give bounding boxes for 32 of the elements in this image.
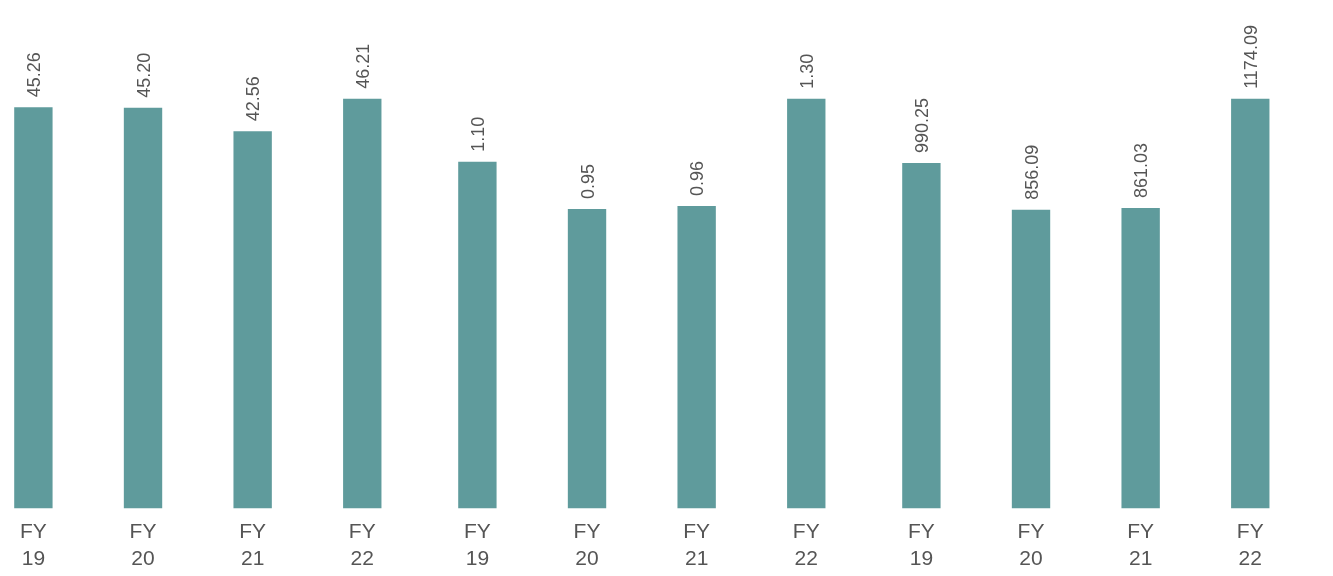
bar bbox=[567, 209, 607, 509]
bar bbox=[677, 205, 716, 509]
x-tick-label: FY 22 bbox=[348, 518, 376, 570]
data-label: 990.25 bbox=[911, 97, 932, 153]
bar bbox=[1011, 209, 1051, 509]
data-label: 0.95 bbox=[577, 164, 598, 200]
data-label: 45.20 bbox=[133, 52, 154, 98]
data-label: 46.21 bbox=[352, 43, 373, 89]
x-tick-label: FY 21 bbox=[683, 518, 711, 570]
data-label: 1.30 bbox=[796, 53, 817, 89]
bar bbox=[1231, 98, 1270, 509]
x-tick-label: FY 22 bbox=[1236, 518, 1264, 570]
data-label: 1174.09 bbox=[1240, 25, 1261, 89]
x-tick-label: FY 21 bbox=[239, 518, 267, 570]
data-label: 42.56 bbox=[243, 76, 264, 122]
data-label: 861.03 bbox=[1131, 143, 1152, 199]
x-tick-label: FY 20 bbox=[129, 518, 157, 570]
data-label: 0.96 bbox=[687, 160, 708, 196]
x-tick-label: FY 22 bbox=[792, 518, 820, 570]
x-tick-label: FY 20 bbox=[1017, 518, 1045, 570]
bar bbox=[787, 98, 826, 509]
x-tick-label: FY 19 bbox=[19, 518, 47, 570]
x-tick-label: FY 19 bbox=[907, 518, 935, 570]
x-tick-label: FY 19 bbox=[463, 518, 491, 570]
bar bbox=[902, 162, 941, 509]
x-tick-label: FY 21 bbox=[1127, 518, 1155, 570]
data-label: 856.09 bbox=[1021, 144, 1042, 200]
bar bbox=[1121, 208, 1160, 509]
data-label: 1.10 bbox=[467, 116, 488, 152]
bar bbox=[458, 161, 497, 509]
data-label: 45.26 bbox=[23, 52, 44, 98]
x-tick-label: FY 20 bbox=[573, 518, 601, 570]
